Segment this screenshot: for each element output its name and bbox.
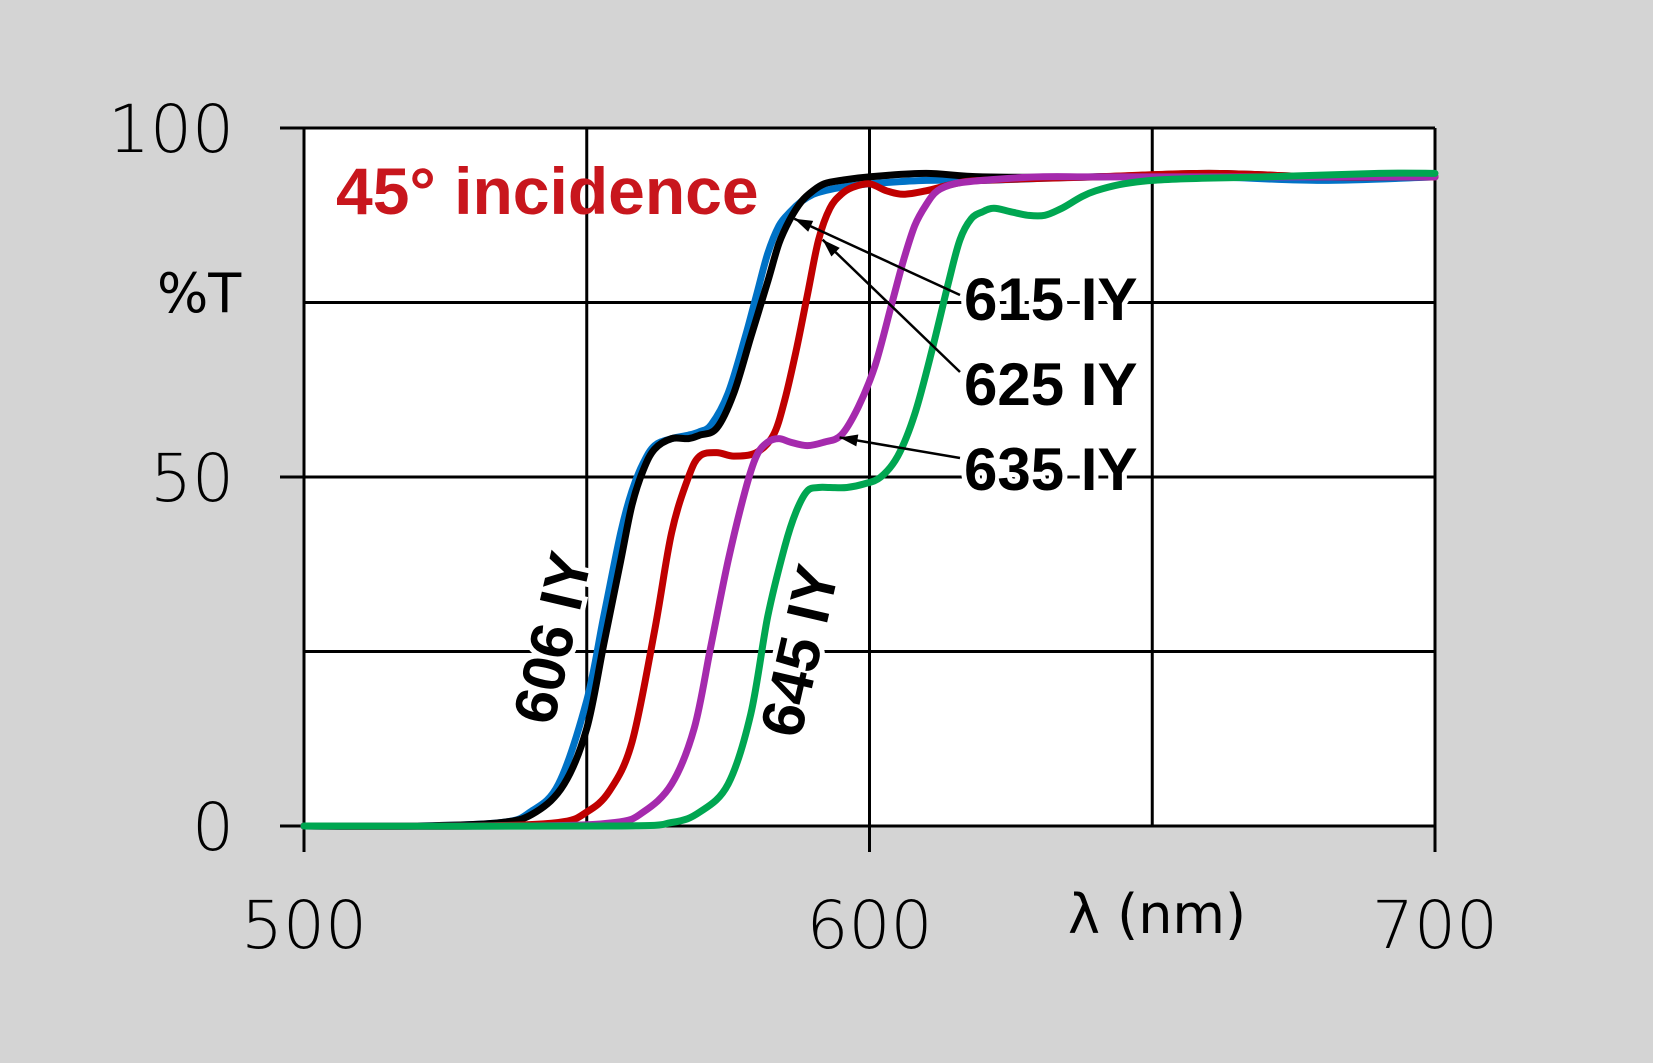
label-615-iy: 615 IY <box>964 266 1137 333</box>
y-tick-label: 100 <box>108 91 234 168</box>
curves <box>300 169 1439 830</box>
y-tick-label: 50 <box>150 440 234 517</box>
chart-title: 45° incidence <box>336 154 759 228</box>
x-tick-label: 500 <box>241 887 367 964</box>
y-axis-label: %T <box>157 262 242 325</box>
series-645-iy <box>300 169 1439 830</box>
x-axis-label: λ (nm) <box>1068 883 1246 946</box>
arrow-line <box>821 238 961 373</box>
y-tick-label: 0 <box>192 789 234 866</box>
label-625-iy: 625 IY <box>964 351 1137 418</box>
label-635-iy: 635 IY <box>964 436 1137 503</box>
tick-marks <box>280 126 1437 852</box>
arrow-line <box>793 217 961 297</box>
tick-labels: 0 50 100 500 600 700 <box>108 91 1498 964</box>
series-615-iy <box>300 169 1439 830</box>
arrow-line <box>839 436 961 460</box>
arrow-head <box>822 239 840 257</box>
x-tick-label: 700 <box>1372 887 1498 964</box>
arrow-head <box>839 434 859 447</box>
arrow-head <box>794 218 814 232</box>
annotation-arrows <box>793 217 961 460</box>
x-tick-label: 600 <box>807 887 933 964</box>
series-635-iy <box>300 173 1439 830</box>
